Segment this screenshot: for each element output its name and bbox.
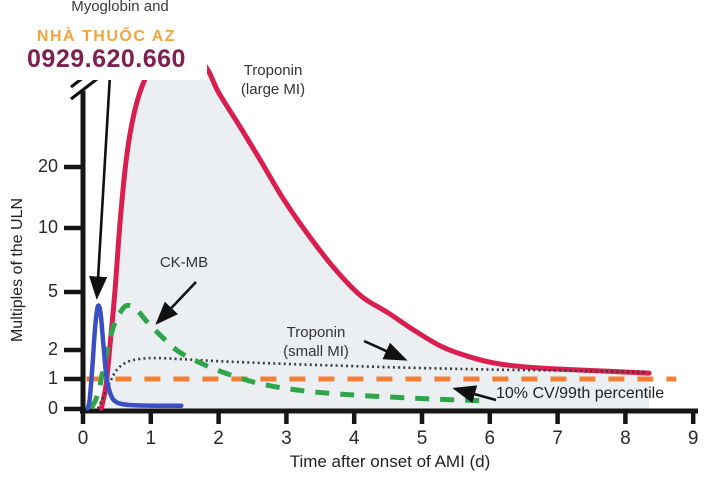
myoglobin-curve <box>85 303 184 411</box>
troponin-small-arrow <box>363 339 408 361</box>
ck-mb-curve <box>88 302 480 410</box>
large-mi-area <box>101 47 650 409</box>
ck-mb-arrow <box>155 281 197 325</box>
troponin-large-mi-curve <box>98 45 652 411</box>
percentile-arrow <box>452 385 497 403</box>
myoglobin-arrow <box>89 57 113 300</box>
watermark: NHÀ THUỐC AZ 0929.620.660 <box>6 20 207 80</box>
watermark-pharmacy-name: NHÀ THUỐC AZ <box>36 27 177 45</box>
watermark-phone-number: 0929.620.660 <box>27 44 186 73</box>
axis-break-slash <box>70 77 98 101</box>
